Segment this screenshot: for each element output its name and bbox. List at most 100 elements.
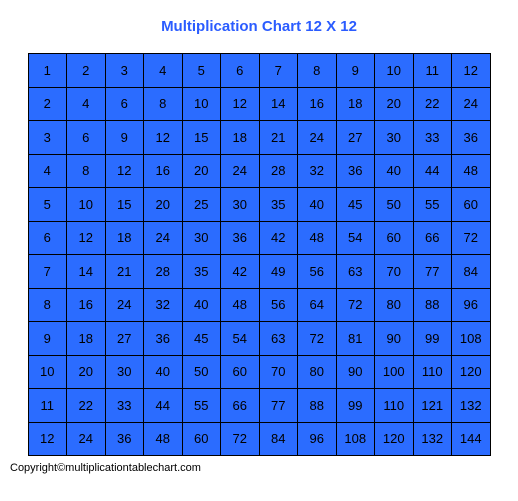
table-cell: 36 — [144, 322, 183, 356]
table-cell: 49 — [260, 255, 299, 289]
table-cell: 16 — [67, 289, 106, 323]
table-cell: 12 — [221, 88, 260, 122]
table-cell: 64 — [298, 289, 337, 323]
table-cell: 120 — [452, 356, 491, 390]
table-cell: 12 — [452, 54, 491, 88]
table-cell: 72 — [452, 222, 491, 256]
table-cell: 22 — [414, 88, 453, 122]
table-cell: 15 — [183, 121, 222, 155]
table-cell: 36 — [452, 121, 491, 155]
table-cell: 18 — [337, 88, 376, 122]
table-cell: 121 — [414, 389, 453, 423]
table-cell: 6 — [221, 54, 260, 88]
table-cell: 12 — [29, 423, 68, 457]
table-cell: 14 — [260, 88, 299, 122]
table-cell: 8 — [298, 54, 337, 88]
table-cell: 8 — [67, 155, 106, 189]
table-cell: 36 — [337, 155, 376, 189]
table-cell: 16 — [144, 155, 183, 189]
table-cell: 21 — [260, 121, 299, 155]
table-cell: 33 — [106, 389, 145, 423]
table-cell: 50 — [375, 188, 414, 222]
table-cell: 35 — [183, 255, 222, 289]
table-cell: 45 — [337, 188, 376, 222]
table-cell: 66 — [221, 389, 260, 423]
table-cell: 10 — [29, 356, 68, 390]
table-cell: 4 — [67, 88, 106, 122]
table-cell: 12 — [67, 222, 106, 256]
table-cell: 8 — [29, 289, 68, 323]
table-cell: 24 — [298, 121, 337, 155]
table-cell: 77 — [414, 255, 453, 289]
table-cell: 90 — [337, 356, 376, 390]
table-cell: 66 — [414, 222, 453, 256]
table-cell: 33 — [414, 121, 453, 155]
chart-title: Multiplication Chart 12 X 12 — [161, 18, 357, 35]
table-cell: 36 — [221, 222, 260, 256]
table-cell: 5 — [183, 54, 222, 88]
table-cell: 12 — [144, 121, 183, 155]
table-cell: 40 — [375, 155, 414, 189]
table-cell: 45 — [183, 322, 222, 356]
table-cell: 15 — [106, 188, 145, 222]
table-cell: 55 — [414, 188, 453, 222]
table-cell: 84 — [260, 423, 299, 457]
table-cell: 88 — [298, 389, 337, 423]
table-cell: 96 — [298, 423, 337, 457]
table-cell: 96 — [452, 289, 491, 323]
table-cell: 70 — [375, 255, 414, 289]
table-cell: 5 — [29, 188, 68, 222]
table-cell: 110 — [375, 389, 414, 423]
table-cell: 30 — [106, 356, 145, 390]
table-cell: 20 — [375, 88, 414, 122]
table-cell: 10 — [375, 54, 414, 88]
table-cell: 81 — [337, 322, 376, 356]
table-cell: 108 — [452, 322, 491, 356]
table-cell: 48 — [221, 289, 260, 323]
table-cell: 48 — [144, 423, 183, 457]
table-cell: 4 — [144, 54, 183, 88]
table-cell: 44 — [414, 155, 453, 189]
copyright-text: Copyright©multiplicationtablechart.com — [10, 462, 201, 474]
table-cell: 9 — [29, 322, 68, 356]
table-cell: 20 — [67, 356, 106, 390]
table-cell: 24 — [452, 88, 491, 122]
table-cell: 6 — [67, 121, 106, 155]
table-cell: 120 — [375, 423, 414, 457]
table-cell: 22 — [67, 389, 106, 423]
table-cell: 70 — [260, 356, 299, 390]
table-cell: 11 — [29, 389, 68, 423]
table-cell: 21 — [106, 255, 145, 289]
multiplication-grid: 1234567891011122468101214161820222436912… — [28, 53, 491, 456]
table-cell: 88 — [414, 289, 453, 323]
table-cell: 28 — [144, 255, 183, 289]
table-cell: 10 — [183, 88, 222, 122]
table-cell: 144 — [452, 423, 491, 457]
table-cell: 50 — [183, 356, 222, 390]
table-cell: 35 — [260, 188, 299, 222]
table-cell: 11 — [414, 54, 453, 88]
table-cell: 32 — [144, 289, 183, 323]
table-cell: 7 — [29, 255, 68, 289]
table-cell: 30 — [375, 121, 414, 155]
table-cell: 24 — [67, 423, 106, 457]
table-cell: 6 — [29, 222, 68, 256]
table-cell: 56 — [298, 255, 337, 289]
table-cell: 2 — [29, 88, 68, 122]
table-cell: 60 — [183, 423, 222, 457]
table-cell: 32 — [298, 155, 337, 189]
table-cell: 20 — [183, 155, 222, 189]
table-cell: 132 — [452, 389, 491, 423]
table-cell: 132 — [414, 423, 453, 457]
table-cell: 60 — [452, 188, 491, 222]
table-cell: 24 — [106, 289, 145, 323]
table-cell: 54 — [221, 322, 260, 356]
table-cell: 40 — [144, 356, 183, 390]
table-cell: 44 — [144, 389, 183, 423]
table-cell: 72 — [298, 322, 337, 356]
table-cell: 18 — [221, 121, 260, 155]
table-cell: 42 — [221, 255, 260, 289]
table-cell: 4 — [29, 155, 68, 189]
table-cell: 30 — [183, 222, 222, 256]
table-cell: 16 — [298, 88, 337, 122]
